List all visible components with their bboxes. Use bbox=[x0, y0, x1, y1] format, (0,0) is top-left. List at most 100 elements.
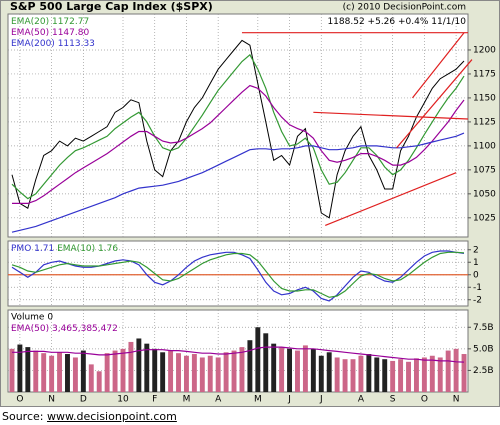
volume-bar bbox=[406, 361, 411, 392]
volume-bar bbox=[25, 347, 31, 392]
y-tick-label: 2.5B bbox=[473, 366, 494, 376]
volume-bar bbox=[160, 352, 166, 392]
volume-bar bbox=[72, 357, 78, 392]
volume-bar bbox=[80, 350, 86, 392]
x-tick-label: N bbox=[48, 395, 55, 405]
volume-bar bbox=[128, 341, 134, 392]
x-tick-label: S bbox=[390, 395, 396, 405]
trendline bbox=[412, 32, 465, 99]
legend-entry: EMA(200) 1113.33 bbox=[11, 39, 95, 49]
volume-bar bbox=[374, 357, 380, 392]
price-header: 1188.52 +5.26 +0.4% 11/1/10 bbox=[327, 17, 466, 27]
volume-bar bbox=[279, 347, 285, 392]
volume-bar bbox=[437, 357, 443, 392]
volume-bar bbox=[445, 350, 451, 392]
x-tick-label: N bbox=[453, 395, 460, 405]
x-tick-label: A bbox=[215, 395, 222, 405]
y-tick-label: 1075 bbox=[473, 165, 496, 175]
chart-title: S&P 500 Large Cap Index ($SPX) bbox=[10, 0, 213, 13]
volume-bar bbox=[33, 350, 39, 392]
y-tick-label: 1050 bbox=[473, 189, 496, 199]
volume-bar bbox=[398, 359, 404, 392]
plot-area bbox=[7, 240, 469, 307]
volume-bar bbox=[231, 350, 237, 392]
volume-bar bbox=[350, 359, 356, 392]
date: 11/1/10 bbox=[431, 17, 466, 27]
volume-bar bbox=[17, 344, 23, 392]
volume-bar bbox=[104, 353, 110, 392]
legend-value: 3,465,385,472 bbox=[52, 324, 118, 334]
volume-bar bbox=[366, 354, 372, 392]
x-tick-label: M bbox=[254, 395, 262, 405]
x-tick-label: O bbox=[16, 395, 23, 405]
volume-bar bbox=[382, 359, 388, 392]
volume-bar bbox=[49, 355, 55, 392]
y-tick-label: 1025 bbox=[473, 213, 496, 223]
volume-bar bbox=[120, 348, 126, 392]
y-tick-label: 2 bbox=[473, 245, 479, 255]
volume-bar bbox=[342, 359, 348, 392]
volume-bar bbox=[429, 355, 435, 392]
legend-name: EMA(200) bbox=[11, 39, 55, 49]
source-link[interactable]: www.decisionpoint.com bbox=[47, 410, 177, 423]
volume-bar bbox=[183, 355, 189, 392]
y-tick-label: 1200 bbox=[473, 45, 496, 55]
volume-bar bbox=[199, 357, 205, 392]
volume-bar bbox=[112, 350, 118, 392]
volume-bar bbox=[271, 343, 277, 392]
legend-value: 1.76 bbox=[98, 244, 118, 254]
y-tick-label: 7.5B bbox=[473, 323, 494, 333]
volume-bar bbox=[390, 360, 396, 392]
volume-bar bbox=[239, 347, 245, 392]
volume-bar bbox=[421, 357, 427, 392]
volume-bar bbox=[57, 352, 63, 392]
source: Source: www.decisionpoint.com bbox=[2, 410, 177, 423]
legend-entry: EMA(50) 1147.80 bbox=[11, 28, 89, 38]
change-pct: +0.4% bbox=[398, 17, 429, 27]
volume-bar bbox=[9, 348, 15, 392]
volume-bar bbox=[334, 357, 340, 392]
volume-bar bbox=[287, 348, 293, 392]
y-tick-label: 1 bbox=[473, 258, 479, 268]
legend-value: 1172.77 bbox=[52, 17, 89, 27]
plot-area bbox=[7, 13, 469, 238]
volume-bar bbox=[318, 355, 324, 392]
volume-bar bbox=[453, 348, 459, 392]
y-tick-label: 5.0B bbox=[473, 344, 494, 354]
legend-name: EMA(50) bbox=[11, 324, 49, 334]
legend-value: 1113.33 bbox=[58, 39, 95, 49]
volume-bar bbox=[263, 333, 269, 392]
x-tick-label: F bbox=[152, 395, 157, 405]
legend-name: EMA(20) bbox=[11, 17, 49, 27]
volume-bar bbox=[302, 345, 308, 392]
trendline bbox=[396, 59, 473, 149]
series-line bbox=[11, 132, 465, 233]
credit: (c) 2010 DecisionPoint.com bbox=[343, 3, 466, 13]
volume-bar bbox=[41, 353, 47, 392]
chart: S&P 500 Large Cap Index ($SPX) (c) 2010 … bbox=[0, 0, 500, 407]
volume-bar bbox=[247, 340, 253, 392]
source-label: Source: bbox=[2, 410, 44, 423]
volume-bar bbox=[326, 352, 332, 392]
x-tick-label: A bbox=[358, 395, 365, 405]
x-tick-label: D bbox=[80, 395, 87, 405]
volume-bar bbox=[461, 354, 467, 392]
volume-bar bbox=[176, 353, 181, 392]
series-line bbox=[12, 84, 465, 204]
trendline bbox=[325, 172, 457, 227]
x-tick-label: M bbox=[183, 395, 191, 405]
volume-bar bbox=[191, 354, 197, 392]
x-tick-label: J bbox=[319, 395, 323, 405]
volume-bar bbox=[358, 355, 364, 392]
series-line bbox=[11, 53, 465, 200]
volume-bar bbox=[310, 348, 316, 392]
volume-bar bbox=[152, 348, 158, 392]
legend-value: 1.71 bbox=[34, 244, 54, 254]
y-tick-label: 0 bbox=[473, 270, 479, 280]
volume-bar bbox=[65, 354, 70, 392]
legend-value: 1147.80 bbox=[52, 28, 89, 38]
y-tick-label: 1175 bbox=[473, 69, 496, 79]
legend-name: EMA(10) bbox=[57, 244, 95, 254]
panels: 10251050107511001125115011751200210-1-27… bbox=[7, 13, 496, 405]
